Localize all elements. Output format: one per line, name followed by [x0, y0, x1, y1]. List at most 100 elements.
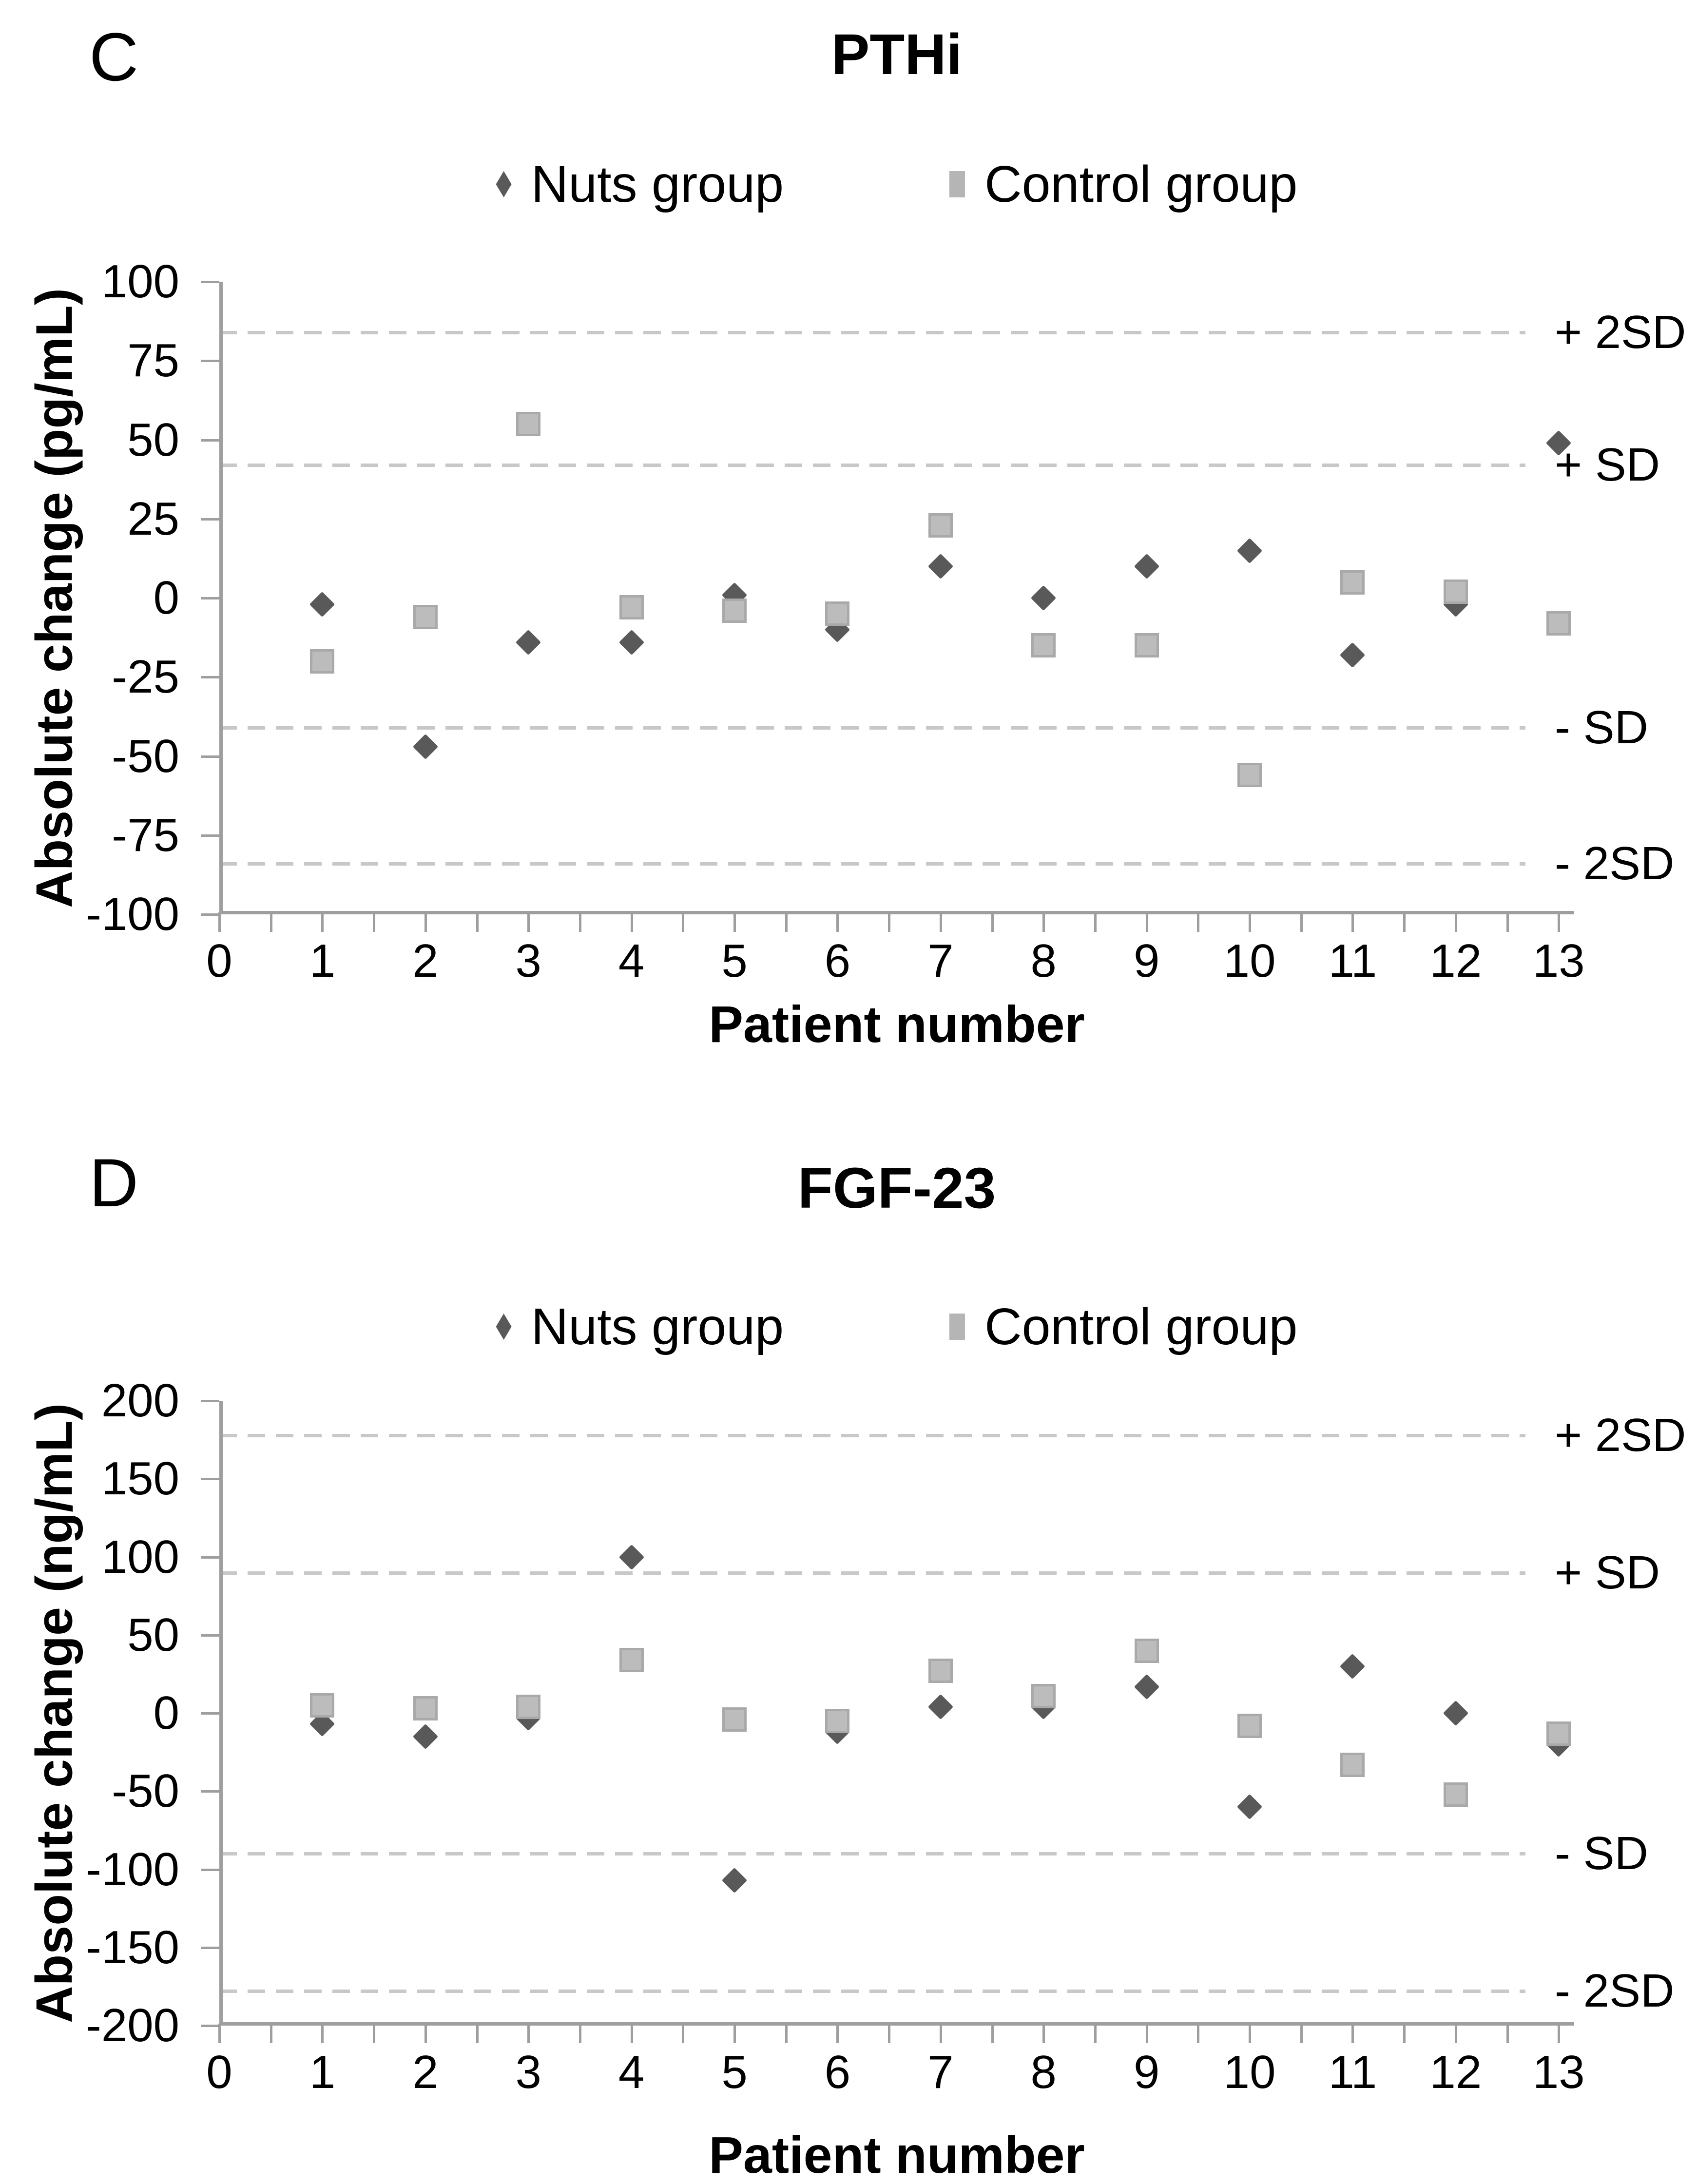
legend-item-nuts-group: Nuts group [496, 1297, 784, 1356]
x-tick-label: 7 [927, 2046, 954, 2098]
y-axis-tick [201, 2025, 219, 2027]
x-axis-tick [1094, 912, 1097, 932]
y-tick-label: 25 [127, 492, 179, 545]
x-axis-tick [373, 912, 376, 932]
x-axis-tick [579, 912, 581, 932]
data-point-square-patient-1 [310, 649, 335, 674]
y-axis-tick [201, 597, 219, 599]
x-axis-tick [270, 2024, 272, 2043]
x-axis-tick [1454, 2024, 1457, 2043]
panel-letter-c: C [89, 19, 139, 95]
sd-label: - 2SD [1555, 1965, 1675, 2017]
x-axis-line [219, 2022, 1574, 2026]
x-axis-tick [1558, 912, 1561, 932]
x-axis-tick [1145, 912, 1148, 932]
data-point-diamond-patient-7 [927, 1694, 954, 1720]
x-axis-tick [1351, 912, 1354, 932]
legend-item-nuts-group: Nuts group [496, 155, 784, 213]
x-axis-tick [1042, 912, 1045, 932]
y-tick-label: 0 [153, 572, 179, 624]
data-point-diamond-patient-7 [927, 553, 954, 580]
x-axis-tick [991, 912, 994, 932]
chart-title-fgf23: FGF-23 [797, 1156, 996, 1220]
y-tick-label: 100 [101, 255, 179, 308]
x-axis-tick [270, 912, 272, 932]
x-tick-label: 6 [824, 2046, 851, 2098]
sd-label: + SD [1555, 1546, 1660, 1599]
y-axis-tick [201, 676, 219, 679]
data-point-square-patient-6 [825, 601, 850, 626]
y-axis-line [219, 282, 223, 914]
x-tick-label: 12 [1429, 2046, 1482, 2098]
x-axis-tick [1558, 2024, 1561, 2043]
x-axis-tick [218, 2024, 221, 2043]
sd-reference-line [219, 330, 1525, 334]
plot-area-fgf23: + 2SD + SD - SD - 2SD 200 150 100 50 0 -50 -100 -15… [86, 1374, 1686, 2098]
x-tick-label: 1 [309, 2046, 336, 2098]
data-point-diamond-patient-11 [1340, 1653, 1366, 1680]
y-axis-tick [201, 1556, 219, 1559]
panel-letter-d: D [89, 1144, 139, 1221]
x-tick-label: 5 [721, 2046, 748, 2098]
sd-reference-line [219, 726, 1525, 730]
y-axis-tick [201, 281, 219, 283]
x-tick-label: 13 [1532, 935, 1585, 987]
x-axis-tick [321, 2024, 324, 2043]
x-tick-label: 12 [1429, 935, 1482, 987]
data-point-square-patient-2 [413, 604, 438, 629]
x-tick-label: 1 [309, 935, 336, 987]
data-point-square-patient-10 [1237, 763, 1262, 788]
y-tick-label: -25 [112, 651, 179, 703]
x-tick-label: 2 [412, 2046, 439, 2098]
x-axis-tick [630, 912, 633, 932]
data-point-diamond-patient-1 [309, 591, 335, 618]
y-tick-label: -200 [85, 1999, 179, 2051]
y-tick-label: -100 [85, 1843, 179, 1895]
data-point-square-patient-5 [722, 1707, 747, 1732]
x-axis-tick [1197, 2024, 1200, 2043]
x-axis-tick [373, 2024, 376, 2043]
x-axis-line [219, 911, 1574, 914]
x-axis-tick [1094, 2024, 1097, 2043]
data-point-diamond-patient-4 [618, 629, 644, 656]
y-tick-label: 50 [127, 1608, 179, 1661]
x-axis-tick [527, 912, 530, 932]
x-tick-label: 0 [206, 2046, 232, 2098]
data-point-square-patient-8 [1031, 633, 1056, 658]
x-tick-label: 11 [1328, 2046, 1377, 2098]
y-axis-tick [201, 1712, 219, 1715]
x-axis-tick [888, 2024, 891, 2043]
x-tick-label: 2 [412, 935, 439, 987]
data-point-diamond-patient-5 [721, 1867, 748, 1894]
data-point-square-patient-12 [1443, 580, 1468, 604]
x-axis-tick [1506, 912, 1509, 932]
x-axis-tick [785, 2024, 788, 2043]
data-point-square-patient-11 [1340, 570, 1365, 595]
data-point-square-patient-13 [1546, 611, 1571, 636]
x-axis-tick [1300, 2024, 1303, 2043]
x-axis-tick [527, 2024, 530, 2043]
data-point-diamond-patient-10 [1236, 538, 1263, 563]
x-axis-tick [476, 2024, 479, 2043]
sd-label: - 2SD [1555, 837, 1675, 890]
data-point-diamond-patient-4 [618, 1544, 644, 1570]
data-point-square-patient-5 [722, 598, 747, 623]
data-point-diamond-patient-10 [1236, 1794, 1263, 1820]
y-tick-label: -100 [85, 888, 179, 940]
data-point-square-patient-11 [1340, 1752, 1365, 1777]
x-axis-tick [991, 2024, 994, 2043]
x-axis-tick [836, 912, 839, 932]
x-axis-tick [424, 2024, 427, 2043]
x-tick-label: 3 [515, 2046, 541, 2098]
y-tick-label: -50 [112, 1765, 179, 1817]
data-point-square-patient-2 [413, 1696, 438, 1721]
y-tick-label: -75 [112, 809, 179, 861]
x-axis-title: Patient number [709, 996, 1085, 1053]
x-axis-tick [630, 2024, 633, 2043]
x-tick-label: 8 [1030, 935, 1057, 987]
y-axis-tick [201, 360, 219, 363]
x-axis-tick [1145, 2024, 1148, 2043]
data-point-diamond-patient-12 [1443, 1700, 1469, 1726]
x-tick-label: 0 [206, 935, 232, 987]
data-point-diamond-patient-2 [412, 1723, 438, 1750]
